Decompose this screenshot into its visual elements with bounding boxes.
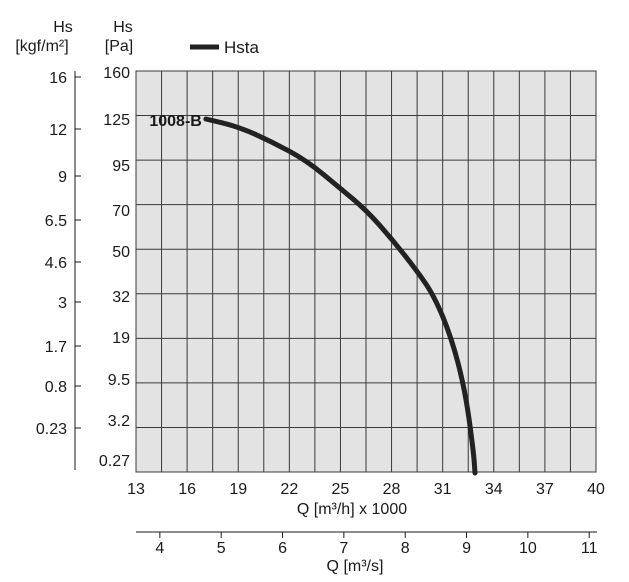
y-outer-tick-label: 6.5 <box>45 213 67 230</box>
x2-axis-ticks: 4 5 6 7 8 9 10 11 <box>155 532 598 557</box>
x-axis-label: Q [m³/h] x 1000 <box>297 501 407 518</box>
y-inner-tick-label: 32 <box>112 289 130 306</box>
x2-tick-label: 5 <box>217 540 226 557</box>
x2-axis-label: Q [m³/s] <box>327 558 384 575</box>
x-tick-label: 13 <box>127 481 145 498</box>
x-tick-label: 37 <box>536 481 554 498</box>
series-layer: 1008-B <box>149 113 478 476</box>
y-inner-unit-line2: [Pa] <box>105 38 133 55</box>
legend-label-hsta: Hsta <box>224 38 260 57</box>
x-tick-label: 31 <box>434 481 452 498</box>
y-inner-tick-label: 125 <box>103 112 130 129</box>
x2-tick-label: 4 <box>155 540 164 557</box>
x-axis-ticks: 13 16 19 22 25 28 31 34 37 40 <box>127 481 605 498</box>
x-tick-label: 22 <box>280 481 298 498</box>
y-axis-outer-ticks: 16 12 9 6.5 4.6 3 1.7 0.8 0.23 <box>36 70 81 438</box>
y-inner-unit-line1: Hs <box>113 19 133 36</box>
y-outer-tick-label: 0.8 <box>45 379 67 396</box>
y-inner-tick-label: 50 <box>112 244 130 261</box>
y-inner-tick-label: 70 <box>112 203 130 220</box>
y-outer-tick-label: 12 <box>49 122 67 139</box>
x2-tick-label: 10 <box>519 540 537 557</box>
y-inner-tick-label: 95 <box>112 158 130 175</box>
x-tick-label: 40 <box>587 481 605 498</box>
x-tick-label: 28 <box>383 481 401 498</box>
plot-border <box>135 70 597 473</box>
y-outer-tick-label: 3 <box>58 295 67 312</box>
x-tick-label: 19 <box>229 481 247 498</box>
y-inner-tick-label: 3.2 <box>108 413 130 430</box>
y-outer-tick-label: 0.23 <box>36 421 67 438</box>
x2-tick-label: 7 <box>339 540 348 557</box>
y-outer-tick-label: 4.6 <box>45 255 67 272</box>
y-axis-inner-ticks: 160 125 95 70 50 32 19 9.5 3.2 0.27 <box>99 65 130 470</box>
y-inner-tick-label: 19 <box>112 330 130 347</box>
y-outer-unit-line1: Hs <box>53 19 73 36</box>
y-inner-tick-label: 0.27 <box>99 453 130 470</box>
y-outer-tick-label: 9 <box>58 169 67 186</box>
x-tick-label: 34 <box>485 481 503 498</box>
x2-tick-label: 8 <box>401 540 410 557</box>
y-outer-unit-line2: [kgf/m²] <box>15 38 68 55</box>
x-tick-label: 16 <box>178 481 196 498</box>
x-tick-label: 25 <box>332 481 350 498</box>
y-outer-tick-label: 16 <box>49 70 67 87</box>
axes <box>74 71 597 533</box>
series-line-hsta <box>203 116 478 476</box>
x2-tick-label: 9 <box>462 540 471 557</box>
y-inner-tick-label: 160 <box>103 65 130 82</box>
x2-tick-label: 11 <box>581 540 598 557</box>
x2-tick-label: 6 <box>278 540 287 557</box>
series-label-1008-b: 1008-B <box>149 113 201 130</box>
y-outer-tick-label: 1.7 <box>45 339 67 356</box>
y-inner-tick-label: 9.5 <box>108 372 130 389</box>
